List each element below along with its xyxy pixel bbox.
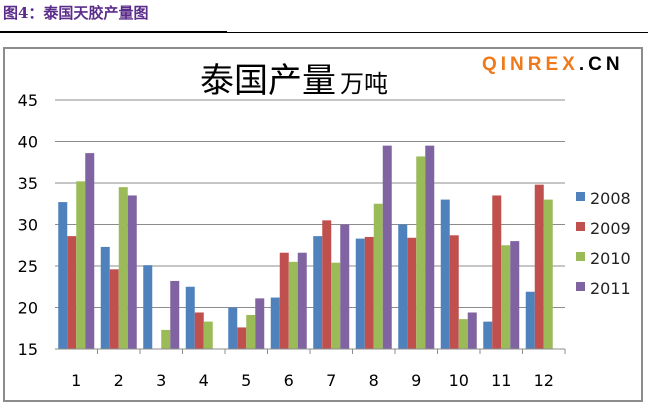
chart-title: 泰国产量 万吨 xyxy=(200,61,388,101)
x-tick-label: 1 xyxy=(71,371,81,390)
y-tick-label: 30 xyxy=(18,216,38,235)
y-tick-label: 45 xyxy=(18,91,38,110)
bar-2008-5 xyxy=(228,307,238,349)
divider-thin xyxy=(227,32,648,33)
bar-2010-1 xyxy=(76,181,86,349)
bar-2010-6 xyxy=(288,261,298,349)
bar-2010-8 xyxy=(373,203,383,349)
bar-2008-9 xyxy=(398,224,408,349)
legend-label: 2011 xyxy=(590,279,631,298)
bar-2009-9 xyxy=(407,237,417,349)
bar-2010-3 xyxy=(161,329,171,349)
divider-thick xyxy=(0,31,227,33)
watermark: QINREX.CN xyxy=(482,54,624,76)
bar-2009-12 xyxy=(534,184,544,349)
x-tick-label: 11 xyxy=(491,371,511,390)
legend-swatch-2011 xyxy=(576,282,585,291)
x-tick-label: 7 xyxy=(326,371,336,390)
y-tick-label: 20 xyxy=(18,299,38,318)
bar-2009-6 xyxy=(279,252,289,349)
bar-2009-1 xyxy=(67,236,77,349)
bar-2010-12 xyxy=(543,199,553,349)
bar-2009-5 xyxy=(237,327,247,349)
legend-label: 2010 xyxy=(590,249,631,268)
bar-2008-11 xyxy=(483,321,493,349)
x-tick-label: 4 xyxy=(199,371,209,390)
bar-2009-8 xyxy=(364,236,374,349)
figure-caption: 图4：泰国天胶产量图 xyxy=(3,4,149,22)
bar-2008-12 xyxy=(525,291,535,349)
legend-swatch-2009 xyxy=(576,222,585,231)
bar-2011-6 xyxy=(297,252,307,349)
chart-frame xyxy=(3,47,643,402)
bar-2008-8 xyxy=(355,238,365,349)
legend-label: 2009 xyxy=(590,219,631,238)
bar-2009-11 xyxy=(492,195,502,349)
bar-2010-9 xyxy=(416,156,426,349)
bar-2009-10 xyxy=(449,235,459,349)
bar-2011-5 xyxy=(255,298,265,349)
bar-2008-2 xyxy=(100,246,110,349)
bar-2008-1 xyxy=(58,202,68,349)
legend-label: 2008 xyxy=(590,189,631,208)
bar-2010-11 xyxy=(501,245,511,349)
y-tick-label: 25 xyxy=(18,257,38,276)
bar-2010-4 xyxy=(203,321,213,349)
x-tick-label: 3 xyxy=(156,371,166,390)
legend-swatch-2010 xyxy=(576,252,585,261)
x-tick-label: 6 xyxy=(284,371,294,390)
y-tick-label: 35 xyxy=(18,174,38,193)
bar-2011-3 xyxy=(170,280,180,349)
bar-2008-4 xyxy=(185,286,195,349)
bar-2009-4 xyxy=(194,312,204,349)
bar-2008-6 xyxy=(270,297,280,349)
x-tick-label: 5 xyxy=(241,371,251,390)
bar-2010-7 xyxy=(331,262,341,349)
bar-2009-7 xyxy=(322,220,332,349)
x-tick-label: 2 xyxy=(114,371,124,390)
bar-2009-2 xyxy=(109,269,119,349)
bar-2010-10 xyxy=(458,319,468,349)
bar-2008-7 xyxy=(313,236,323,349)
x-tick-label: 9 xyxy=(411,371,421,390)
y-tick-label: 15 xyxy=(18,340,38,359)
bar-2010-5 xyxy=(246,314,256,349)
bar-2011-11 xyxy=(510,241,520,349)
watermark-main: QINREX xyxy=(482,54,579,75)
bar-2010-2 xyxy=(118,187,128,349)
watermark-suffix: .CN xyxy=(578,54,624,75)
bar-2008-3 xyxy=(143,265,153,349)
bar-2011-2 xyxy=(127,195,137,349)
bar-2008-10 xyxy=(440,199,450,349)
bar-2011-10 xyxy=(467,312,477,349)
x-tick-label: 8 xyxy=(369,371,379,390)
legend-swatch-2008 xyxy=(576,192,585,201)
bar-2011-1 xyxy=(85,153,95,349)
bar-2011-9 xyxy=(425,145,435,349)
bar-2011-8 xyxy=(382,145,392,349)
x-tick-label: 10 xyxy=(449,371,469,390)
y-tick-label: 40 xyxy=(18,133,38,152)
x-tick-label: 12 xyxy=(534,371,554,390)
bar-2011-7 xyxy=(340,224,350,349)
